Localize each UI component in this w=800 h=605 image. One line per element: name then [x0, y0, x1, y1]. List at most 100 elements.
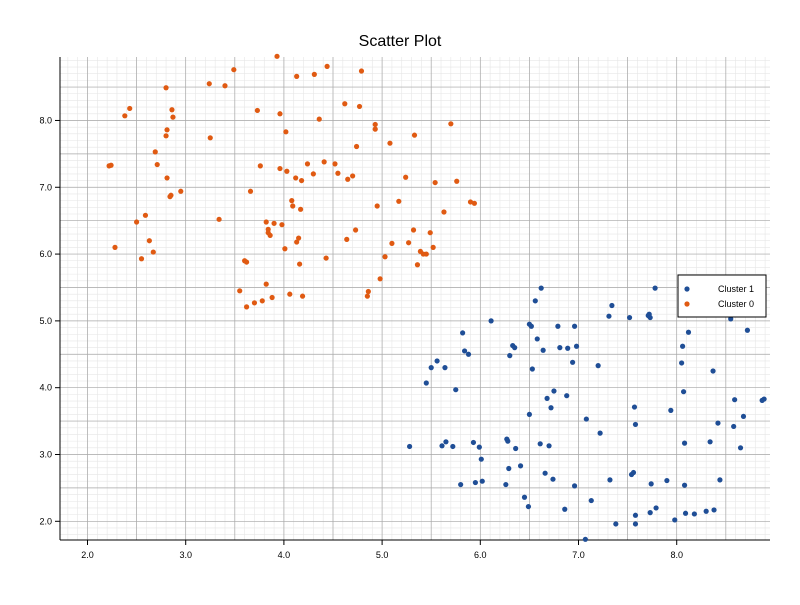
- cluster-0-point: [277, 111, 283, 117]
- cluster-1-point: [544, 395, 550, 401]
- cluster-1-point: [562, 506, 568, 512]
- cluster-1-point: [664, 477, 670, 484]
- cluster-1-point: [551, 388, 557, 394]
- cluster-0-point: [454, 178, 460, 184]
- cluster-1-point: [465, 351, 472, 357]
- x-tick-label: 5.0: [376, 550, 389, 560]
- x-tick-label: 4.0: [278, 550, 291, 560]
- cluster-0-point: [257, 163, 263, 169]
- cluster-0-point: [142, 212, 149, 218]
- cluster-1-point: [680, 343, 686, 349]
- cluster-0-point: [389, 240, 395, 246]
- cluster-0-point: [350, 173, 356, 179]
- cluster-0-point: [423, 251, 429, 257]
- cluster-0-point: [296, 235, 302, 241]
- cluster-1-point: [652, 285, 658, 291]
- cluster-0-point: [352, 227, 359, 233]
- cluster-1-point: [439, 443, 445, 449]
- y-tick-label: 4.0: [39, 383, 52, 393]
- cluster-0-point: [374, 203, 380, 209]
- cluster-1-point: [550, 476, 556, 482]
- cluster-0-point: [287, 291, 293, 297]
- cluster-1-point: [503, 481, 509, 488]
- cluster-0-point: [150, 249, 156, 255]
- cluster-0-point: [297, 261, 303, 267]
- cluster-0-point: [254, 107, 260, 114]
- cluster-0-point: [310, 171, 316, 177]
- cluster-0-point: [294, 239, 300, 245]
- cluster-1-point: [428, 365, 434, 371]
- cluster-1-point: [732, 397, 738, 403]
- y-tick-label: 6.0: [39, 249, 52, 259]
- cluster-1-point: [564, 393, 570, 399]
- cluster-1-point: [653, 505, 659, 511]
- cluster-0-point: [263, 219, 269, 225]
- cluster-1-point: [573, 343, 580, 349]
- cluster-0-point: [284, 168, 290, 174]
- cluster-1-point: [607, 477, 613, 483]
- cluster-0-point: [471, 200, 478, 206]
- legend-label: Cluster 1: [718, 284, 754, 294]
- cluster-0-point: [269, 294, 275, 301]
- y-tick-label: 7.0: [39, 182, 52, 192]
- cluster-0-point: [152, 149, 158, 155]
- cluster-0-point: [403, 174, 409, 180]
- cluster-0-point: [263, 281, 269, 287]
- cluster-0-point: [311, 71, 317, 77]
- cluster-0-point: [414, 262, 421, 268]
- legend-marker: [684, 301, 690, 307]
- cluster-1-point: [647, 510, 653, 516]
- cluster-0-point: [316, 116, 322, 122]
- cluster-0-point: [127, 105, 133, 112]
- cluster-0-point: [265, 226, 271, 232]
- legend-marker: [684, 286, 690, 292]
- y-tick-label: 5.0: [39, 316, 52, 326]
- cluster-1-point: [534, 336, 540, 342]
- cluster-1-point: [570, 359, 576, 365]
- cluster-0-point: [279, 222, 285, 228]
- cluster-1-point: [606, 313, 612, 319]
- cluster-1-point: [529, 366, 535, 372]
- cluster-1-point: [453, 387, 459, 393]
- cluster-0-point: [277, 165, 283, 172]
- cluster-1-point: [555, 323, 561, 329]
- cluster-0-point: [163, 133, 169, 139]
- cluster-1-point: [711, 507, 717, 513]
- cluster-1-point: [672, 517, 678, 523]
- cluster-1-point: [517, 463, 524, 469]
- cluster-0-point: [231, 67, 237, 73]
- x-tick-label: 3.0: [179, 550, 192, 560]
- cluster-0-point: [372, 121, 378, 128]
- cluster-1-point: [526, 411, 533, 418]
- cluster-0-point: [304, 161, 311, 167]
- cluster-0-point: [170, 114, 176, 120]
- cluster-0-point: [133, 219, 140, 225]
- cluster-0-point: [345, 176, 351, 182]
- cluster-1-point: [538, 285, 544, 291]
- x-tick-label: 7.0: [572, 550, 585, 560]
- cluster-1-point: [710, 368, 716, 374]
- cluster-1-point: [507, 353, 513, 359]
- cluster-1-point: [588, 497, 594, 504]
- cluster-1-point: [488, 318, 494, 324]
- cluster-0-point: [353, 143, 360, 150]
- cluster-1-point: [571, 323, 578, 329]
- cluster-1-point: [685, 329, 692, 335]
- cluster-1-point: [513, 445, 519, 452]
- cluster-1-point: [703, 508, 709, 514]
- cluster-1-point: [458, 481, 464, 488]
- cluster-0-point: [467, 199, 474, 205]
- cluster-1-point: [557, 345, 563, 351]
- cluster-1-point: [512, 345, 518, 351]
- cluster-1-point: [525, 503, 532, 510]
- cluster-0-point: [112, 244, 118, 250]
- cluster-1-point: [679, 360, 685, 366]
- cluster-0-point: [243, 304, 250, 310]
- cluster-1-point: [542, 470, 548, 476]
- cluster-0-point: [169, 107, 175, 113]
- cluster-1-point: [681, 440, 688, 446]
- cluster-0-point: [356, 103, 363, 110]
- cluster-1-point: [609, 302, 615, 309]
- cluster-0-point: [335, 170, 341, 176]
- cluster-1-point: [717, 477, 723, 483]
